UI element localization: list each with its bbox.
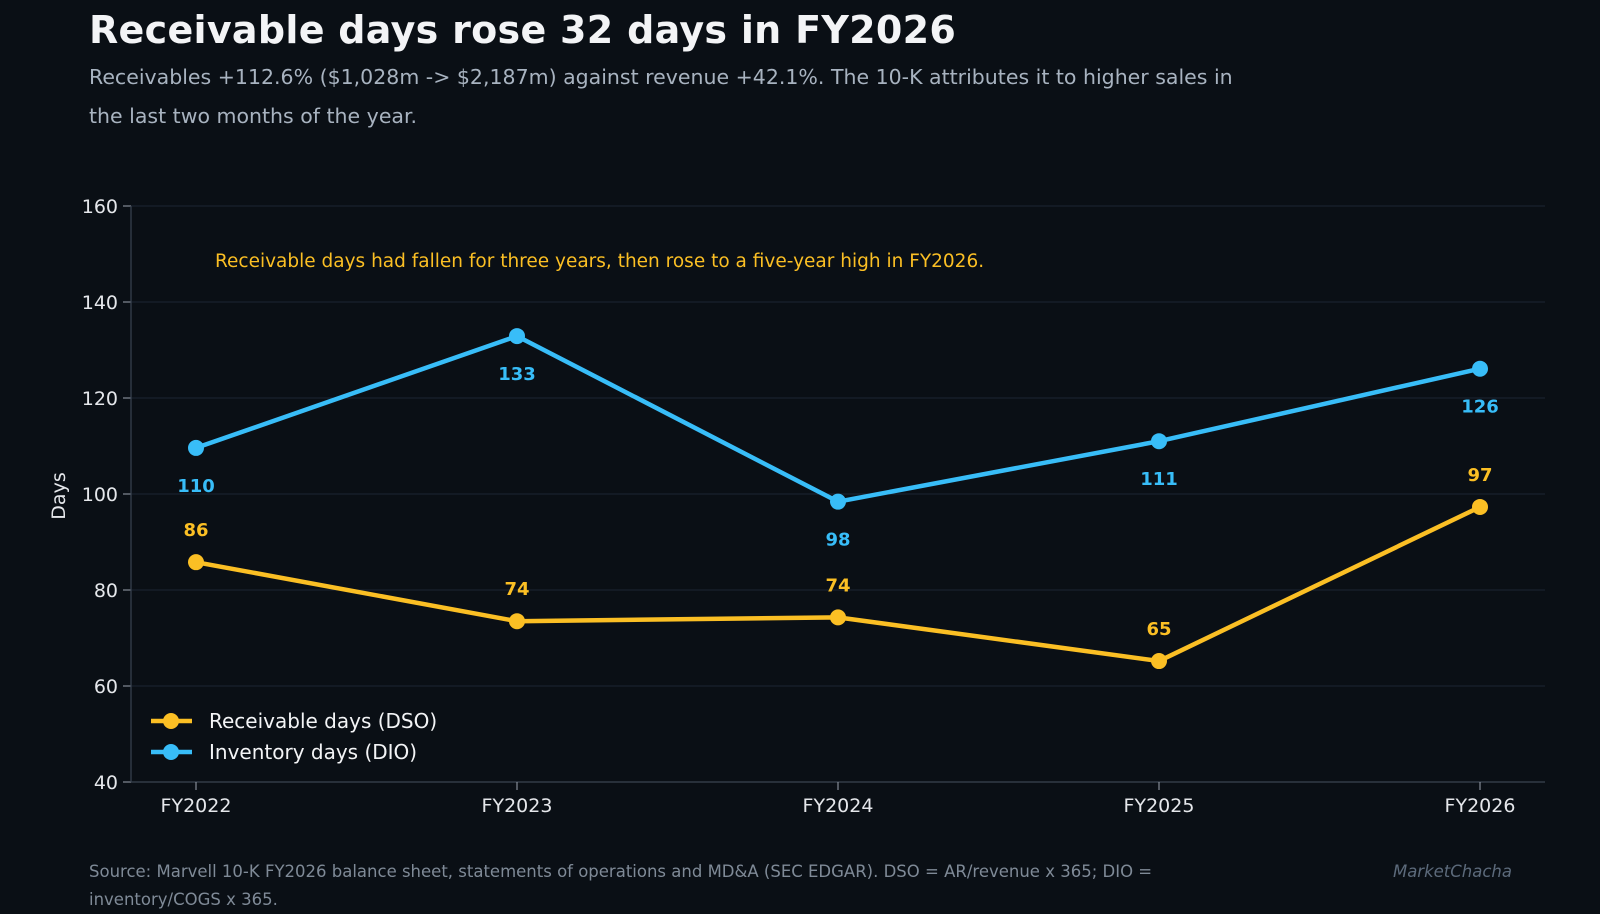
axes: [123, 205, 1545, 790]
data-point: [830, 493, 846, 510]
data-point: [1151, 653, 1167, 670]
data-label: 97: [1467, 465, 1492, 486]
data-point: [509, 613, 525, 630]
y-axis-title: Days: [48, 472, 70, 519]
legend-swatch-marker: [163, 713, 179, 729]
data-point: [509, 328, 525, 345]
data-point: [188, 439, 204, 456]
x-tick-label: FY2026: [1445, 795, 1516, 817]
legend: Receivable days (DSO) Inventory days (DIO…: [151, 709, 437, 764]
x-tick-label: FY2024: [803, 795, 874, 817]
data-point: [830, 609, 846, 626]
y-tick-label: 160: [82, 196, 118, 218]
data-point: [1151, 433, 1167, 450]
chart-annotation: Receivable days had fallen for three yea…: [215, 251, 984, 272]
y-tick-label: 80: [94, 580, 118, 602]
x-tick-labels: FY2022 FY2023 FY2024 FY2025 FY2026: [161, 795, 1516, 817]
data-label: 133: [498, 364, 536, 385]
x-tick-label: FY2023: [482, 795, 553, 817]
y-tick-label: 40: [94, 772, 118, 794]
y-tick-label: 140: [82, 292, 118, 314]
y-tick-label: 120: [82, 388, 118, 410]
legend-swatch-marker: [163, 744, 179, 760]
data-label: 74: [825, 575, 850, 596]
data-label: 65: [1146, 619, 1171, 640]
legend-label: Inventory days (DIO): [209, 740, 417, 764]
data-point: [1472, 360, 1488, 377]
data-labels: 86 74 74 65 97 110 133 98 111 126: [177, 364, 1499, 640]
source-note: Source: Marvell 10-K FY2026 balance shee…: [89, 862, 1153, 909]
data-label: 110: [177, 476, 215, 497]
data-point: [1472, 498, 1488, 515]
data-label: 74: [504, 579, 529, 600]
y-tick-labels: 40 60 80 100 120 140 160: [82, 196, 118, 794]
y-tick-label: 60: [94, 676, 118, 698]
x-tick-label: FY2022: [161, 795, 232, 817]
legend-label: Receivable days (DSO): [209, 709, 437, 733]
chart-title: Receivable days rose 32 days in FY2026: [89, 8, 957, 52]
series-line-dio: [193, 333, 1483, 504]
series-group: [188, 328, 1488, 670]
data-point: [188, 554, 204, 571]
data-label: 111: [1140, 469, 1178, 490]
y-tick-label: 100: [82, 484, 118, 506]
x-tick-label: FY2025: [1124, 795, 1195, 817]
brand-label: MarketChacha: [1392, 862, 1512, 881]
data-label: 126: [1461, 397, 1499, 418]
chart-subtitle: Receivables +112.6% ($1,028m -> $2,187m)…: [89, 65, 1233, 128]
data-label: 86: [183, 520, 208, 541]
gridlines: [131, 205, 1545, 687]
data-label: 98: [825, 530, 850, 551]
